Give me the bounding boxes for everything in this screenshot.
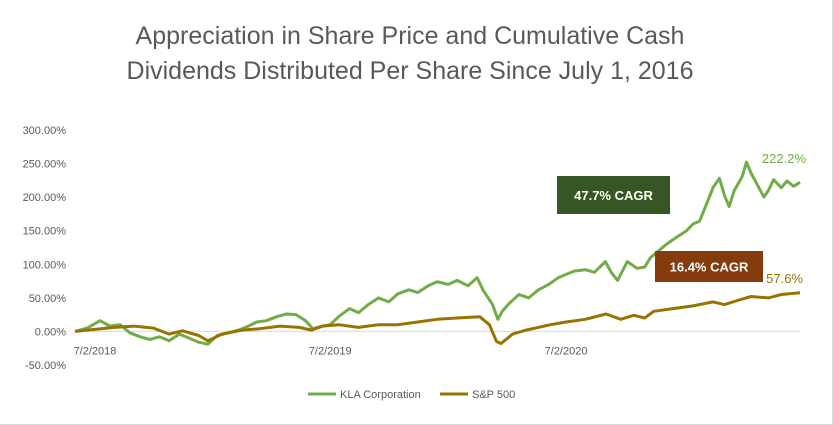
end-value-label-kla: 222.2% bbox=[762, 151, 807, 166]
legend-label-kla: KLA Corporation bbox=[340, 389, 421, 401]
cagr-label-sp500: 16.4% CAGR bbox=[670, 260, 749, 275]
y-axis-tick-labels: 300.00% 250.00% 200.00% 150.00% 100.00% 50.00… bbox=[23, 125, 67, 372]
x-axis-tick-labels: 7/2/2018 7/2/2019 7/2/2020 bbox=[74, 345, 588, 357]
cagr-label-kla: 47.7% CAGR bbox=[574, 188, 653, 203]
end-value-label-sp500: 57.6% bbox=[766, 271, 803, 286]
y-tick-label: 150.00% bbox=[23, 226, 67, 238]
cagr-box-kla bbox=[557, 176, 670, 214]
annotations: 222.2% 57.6% 47.7% CAGR 16.4% CAGR bbox=[557, 151, 806, 286]
x-tick-label: 7/2/2020 bbox=[545, 345, 588, 357]
y-tick-label: 200.00% bbox=[23, 192, 67, 204]
y-tick-label: 50.00% bbox=[29, 293, 67, 305]
chart-title-line-2: Dividends Distributed Per Share Since Ju… bbox=[126, 57, 694, 85]
y-tick-label: 250.00% bbox=[23, 159, 67, 171]
y-tick-label: 0.00% bbox=[35, 326, 66, 338]
y-tick-label: -50.00% bbox=[25, 360, 66, 372]
x-tick-label: 7/2/2019 bbox=[309, 345, 352, 357]
cagr-box-sp500 bbox=[655, 251, 763, 282]
legend: KLA Corporation S&P 500 bbox=[308, 389, 515, 401]
y-tick-label: 300.00% bbox=[23, 125, 67, 137]
series-line-sp500 bbox=[74, 291, 801, 345]
y-tick-label: 100.00% bbox=[23, 259, 67, 271]
chart-title-line-1: Appreciation in Share Price and Cumulati… bbox=[135, 22, 685, 50]
legend-label-sp500: S&P 500 bbox=[472, 389, 515, 401]
x-tick-label: 7/2/2018 bbox=[74, 345, 117, 357]
series-lines bbox=[74, 160, 801, 346]
